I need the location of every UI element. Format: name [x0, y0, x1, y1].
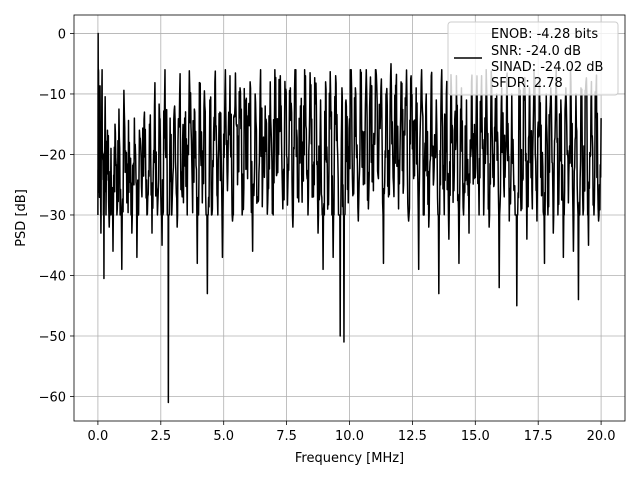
y-tick-label: 0	[58, 27, 66, 42]
x-tick-label: 10.0	[335, 429, 364, 444]
x-tick-label: 7.5	[276, 429, 297, 444]
legend-sinad-text: SINAD: -24.02 dB	[491, 60, 603, 75]
x-tick-label: 0.0	[88, 429, 109, 444]
x-tick-label: 20.0	[587, 429, 616, 444]
y-tick-label: −20	[39, 148, 66, 163]
x-tick-label: 5.0	[213, 429, 234, 444]
psd-series	[97, 32, 602, 404]
x-tick-label: 2.5	[150, 429, 171, 444]
y-tick-label: −50	[39, 330, 66, 345]
x-tick-label: 15.0	[461, 429, 490, 444]
legend-snr-text: SNR: -24.0 dB	[491, 44, 581, 59]
legend-box	[447, 21, 619, 96]
y-axis-label: PSD [dB]	[14, 189, 29, 247]
x-axis-label: Frequency [MHz]	[295, 451, 404, 466]
y-tick-label: −60	[39, 390, 66, 405]
y-tick-label: −10	[39, 88, 66, 103]
legend: ENOB: -4.28 bits SNR: -24.0 dB SINAD: -2…	[447, 21, 619, 96]
legend-sfdr-text: SFDR: 2.78	[491, 76, 563, 91]
y-tick-label: −40	[39, 269, 66, 284]
legend-enob-text: ENOB: -4.28 bits	[491, 27, 598, 42]
x-axis-ticks: 0.0 2.5 5.0 7.5 10.0 12.5 15.0 17.5 20.0	[88, 421, 616, 444]
psd-line	[97, 32, 602, 404]
y-tick-label: −30	[39, 209, 66, 224]
y-axis-ticks: 0 −10 −20 −30 −40 −50 −60	[39, 27, 74, 405]
x-tick-label: 12.5	[398, 429, 427, 444]
x-tick-label: 17.5	[524, 429, 553, 444]
